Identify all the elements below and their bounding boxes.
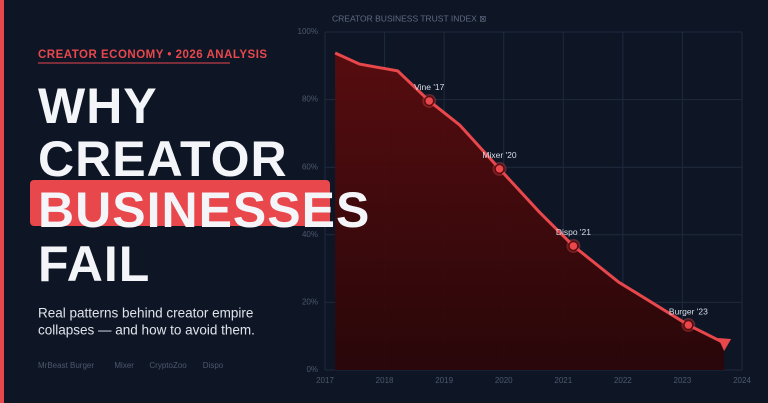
kicker: CREATOR ECONOMY • 2026 ANALYSIS: [38, 49, 268, 61]
brand: MrBeast Burger: [38, 361, 94, 370]
x-tick-label: 2023: [674, 376, 692, 385]
y-tick-label: 100%: [298, 27, 318, 36]
subtitle-line: Real patterns behind creator empire: [38, 306, 253, 321]
event-label: Dispo '21: [556, 227, 591, 237]
headline-block: CREATOR ECONOMY • 2026 ANALYSIS WHYCREAT…: [0, 0, 370, 403]
headline-line: BUSINESSES: [38, 182, 370, 238]
chart: CREATOR BUSINESS TRUST INDEX ⊠ 0% 20% 40% 60…: [298, 13, 752, 385]
event-label: Vine '17: [414, 82, 445, 92]
headline-line: CREATOR: [38, 131, 288, 187]
x-tick-label: 2020: [495, 376, 513, 385]
y-tick-label: 60%: [302, 162, 318, 171]
brand: CryptoZoo: [149, 361, 187, 370]
y-tick-label: 20%: [302, 298, 318, 307]
event-label: Burger '23: [669, 306, 708, 316]
event-marker: [683, 319, 694, 331]
x-tick-label: 2019: [435, 376, 453, 385]
accent-bar: [0, 0, 4, 403]
x-tick-label: 2022: [614, 376, 632, 385]
event-marker: [424, 95, 435, 107]
area: [335, 52, 725, 371]
y-tick-label: 80%: [302, 95, 318, 104]
x-tick-label: 2021: [554, 376, 572, 385]
event-marker: [568, 240, 579, 252]
arrow-head: [718, 337, 732, 351]
event-marker: [494, 163, 505, 175]
x-tick-label: 2024: [733, 376, 751, 385]
brand: Dispo: [203, 361, 224, 370]
headline-line: WHY: [38, 78, 158, 134]
x-tick-label: 2018: [376, 376, 394, 385]
chart-title: CREATOR BUSINESS TRUST INDEX ⊠: [332, 13, 486, 23]
headline-line: FAIL: [38, 236, 150, 292]
subtitle-line: collapses — and how to avoid them.: [38, 323, 255, 338]
highlight: [30, 180, 330, 226]
event-label: Mixer '20: [482, 150, 516, 160]
x-tick-label: 2017: [316, 376, 334, 385]
brand: Mixer: [114, 361, 134, 370]
y-tick-label: 0%: [306, 365, 318, 374]
y-tick-label: 40%: [302, 230, 318, 239]
